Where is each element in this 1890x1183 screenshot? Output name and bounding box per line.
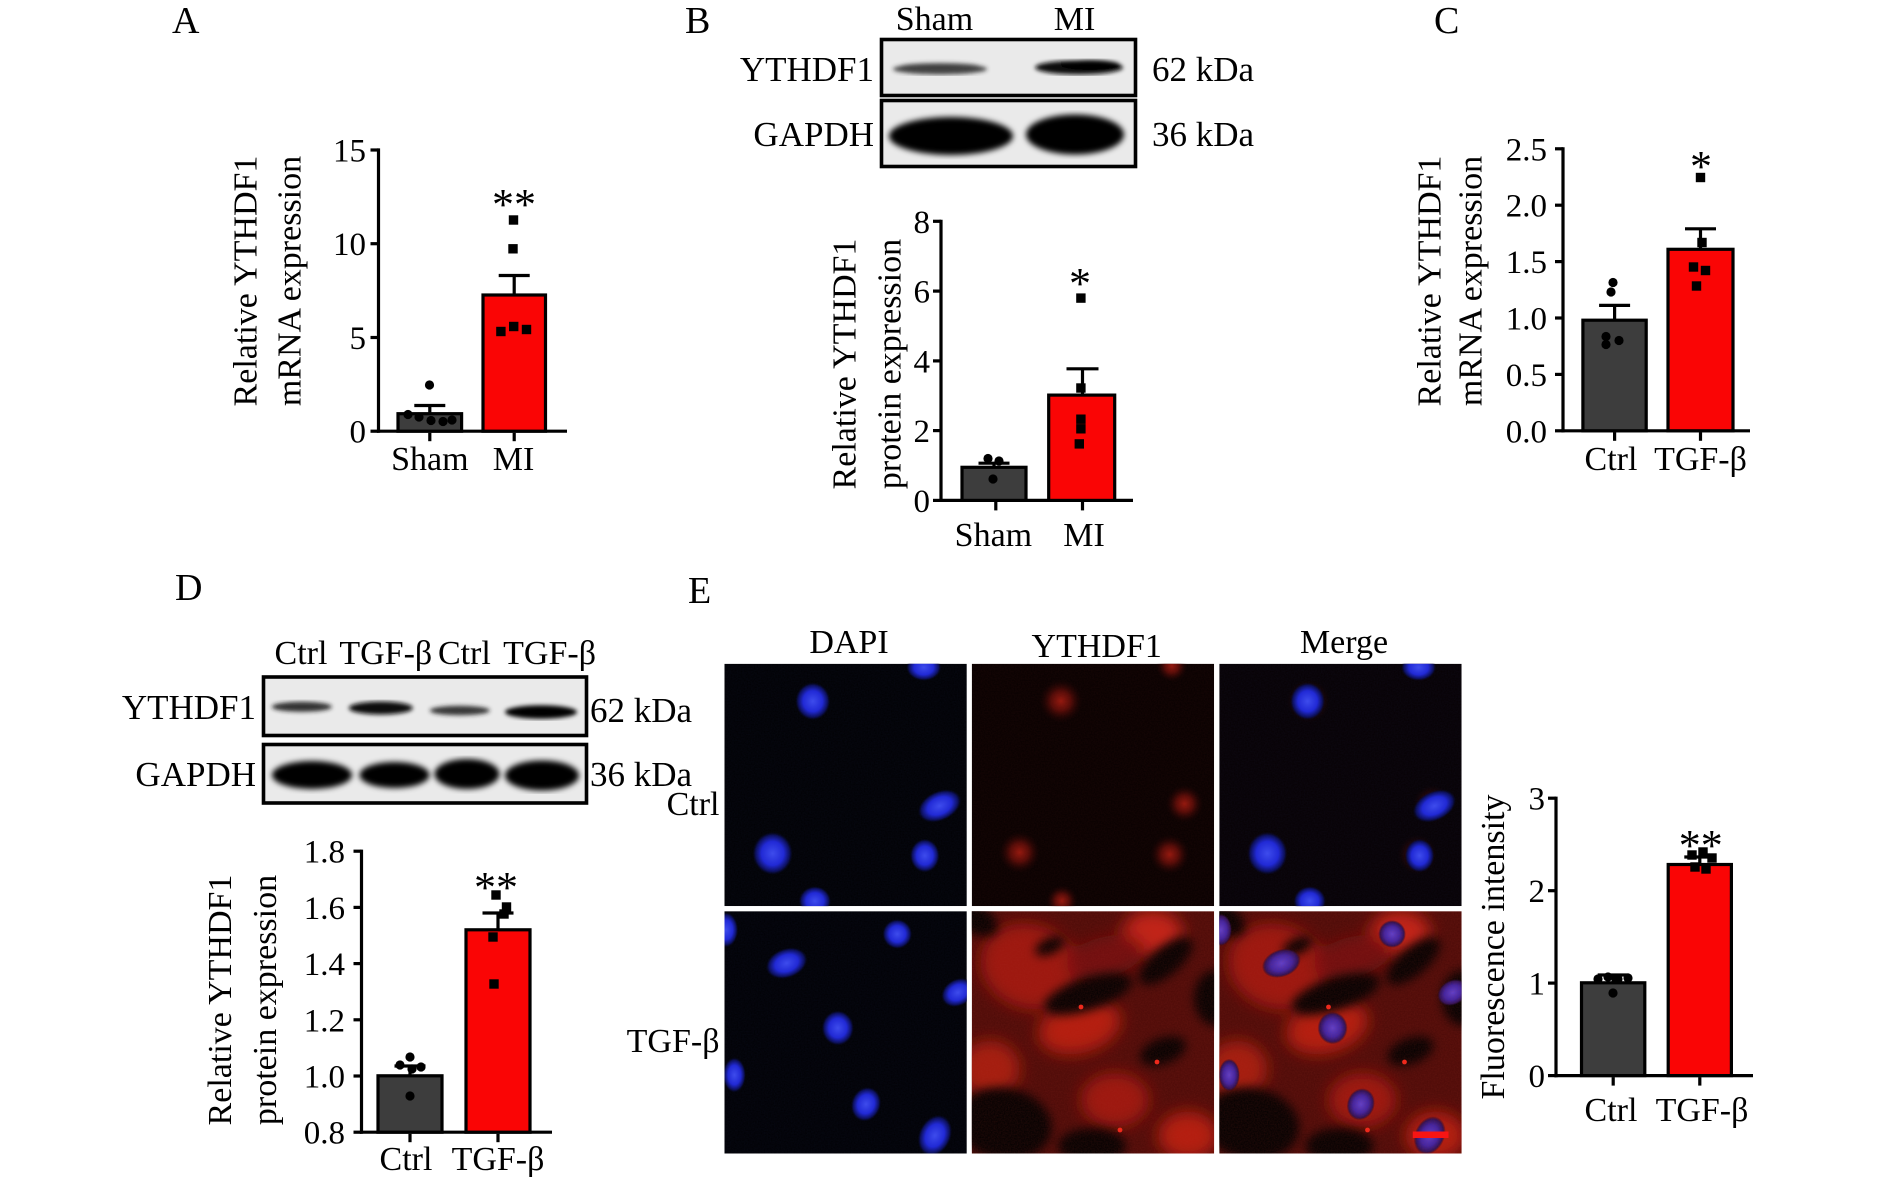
svg-text:2: 2 (914, 414, 931, 450)
svg-text:1: 1 (1529, 967, 1546, 1003)
svg-text:1.0: 1.0 (1506, 302, 1547, 338)
svg-text:Ctrl: Ctrl (1585, 441, 1638, 478)
svg-text:TGF-β: TGF-β (503, 635, 596, 672)
svg-text:YTHDF1: YTHDF1 (740, 50, 874, 89)
svg-text:GAPDH: GAPDH (753, 115, 874, 154)
svg-text:1.6: 1.6 (304, 891, 345, 927)
svg-text:15: 15 (333, 134, 366, 170)
svg-text:TGF-β: TGF-β (1656, 1092, 1749, 1129)
svg-text:Ctrl: Ctrl (1585, 1092, 1638, 1129)
svg-text:8: 8 (914, 205, 931, 241)
svg-text:Relative YTHDF1: Relative YTHDF1 (202, 875, 239, 1126)
svg-text:1.4: 1.4 (304, 947, 345, 983)
svg-text:0.8: 0.8 (304, 1116, 345, 1152)
svg-text:MI: MI (1054, 1, 1096, 38)
svg-text:D: D (175, 567, 202, 609)
svg-text:TGF-β: TGF-β (627, 1023, 720, 1060)
svg-text:**: ** (474, 863, 518, 912)
svg-text:0.0: 0.0 (1506, 414, 1547, 450)
svg-text:A: A (172, 0, 200, 42)
svg-text:Sham: Sham (391, 441, 468, 478)
svg-text:1.2: 1.2 (304, 1003, 345, 1039)
svg-text:36 kDa: 36 kDa (1152, 115, 1255, 154)
svg-text:TGF-β: TGF-β (452, 1141, 545, 1178)
svg-text:2.0: 2.0 (1506, 189, 1547, 225)
svg-text:Ctrl: Ctrl (275, 635, 328, 672)
svg-text:3: 3 (1529, 782, 1546, 818)
svg-text:62 kDa: 62 kDa (590, 691, 693, 730)
svg-text:protein expression: protein expression (872, 239, 909, 489)
svg-text:6: 6 (914, 275, 931, 311)
svg-text:Ctrl: Ctrl (438, 635, 491, 672)
svg-text:mRNA expression: mRNA expression (272, 156, 309, 406)
svg-text:Sham: Sham (955, 517, 1032, 554)
svg-text:*: * (1690, 142, 1712, 191)
svg-text:E: E (688, 570, 711, 612)
svg-text:*: * (1069, 259, 1091, 308)
svg-text:DAPI: DAPI (809, 624, 888, 661)
svg-text:5: 5 (350, 321, 367, 357)
svg-text:0: 0 (1529, 1059, 1546, 1095)
svg-text:YTHDF1: YTHDF1 (122, 688, 256, 727)
svg-text:Relative YTHDF1: Relative YTHDF1 (1412, 156, 1449, 407)
svg-text:4: 4 (914, 344, 931, 380)
svg-text:TGF-β: TGF-β (1654, 441, 1747, 478)
svg-text:Sham: Sham (896, 1, 973, 38)
svg-text:1.8: 1.8 (304, 835, 345, 871)
svg-text:**: ** (1679, 821, 1723, 870)
svg-text:0: 0 (350, 415, 367, 451)
svg-text:2: 2 (1529, 874, 1546, 910)
svg-text:1.0: 1.0 (304, 1060, 345, 1096)
svg-text:36 kDa: 36 kDa (590, 755, 693, 794)
svg-text:Merge: Merge (1300, 624, 1388, 661)
svg-text:0.5: 0.5 (1506, 358, 1547, 394)
svg-text:62 kDa: 62 kDa (1152, 50, 1255, 89)
svg-text:YTHDF1: YTHDF1 (1032, 628, 1162, 665)
svg-text:Relative YTHDF1: Relative YTHDF1 (827, 239, 864, 490)
svg-text:MI: MI (1063, 517, 1105, 554)
svg-text:Fluorescence intensity: Fluorescence intensity (1475, 795, 1512, 1100)
svg-text:Relative YTHDF1: Relative YTHDF1 (228, 156, 265, 407)
svg-text:TGF-β: TGF-β (339, 635, 432, 672)
svg-text:0: 0 (914, 484, 931, 520)
svg-text:Ctrl: Ctrl (380, 1141, 433, 1178)
svg-text:mRNA expression: mRNA expression (1453, 156, 1490, 406)
svg-text:2.5: 2.5 (1506, 132, 1547, 168)
svg-text:10: 10 (333, 227, 366, 263)
svg-text:protein expression: protein expression (247, 875, 284, 1125)
svg-text:1.5: 1.5 (1506, 245, 1547, 281)
svg-text:MI: MI (493, 441, 535, 478)
svg-text:B: B (685, 0, 710, 42)
svg-text:Ctrl: Ctrl (667, 786, 720, 823)
svg-text:C: C (1434, 0, 1459, 42)
svg-text:**: ** (492, 180, 536, 229)
svg-text:GAPDH: GAPDH (135, 755, 256, 794)
